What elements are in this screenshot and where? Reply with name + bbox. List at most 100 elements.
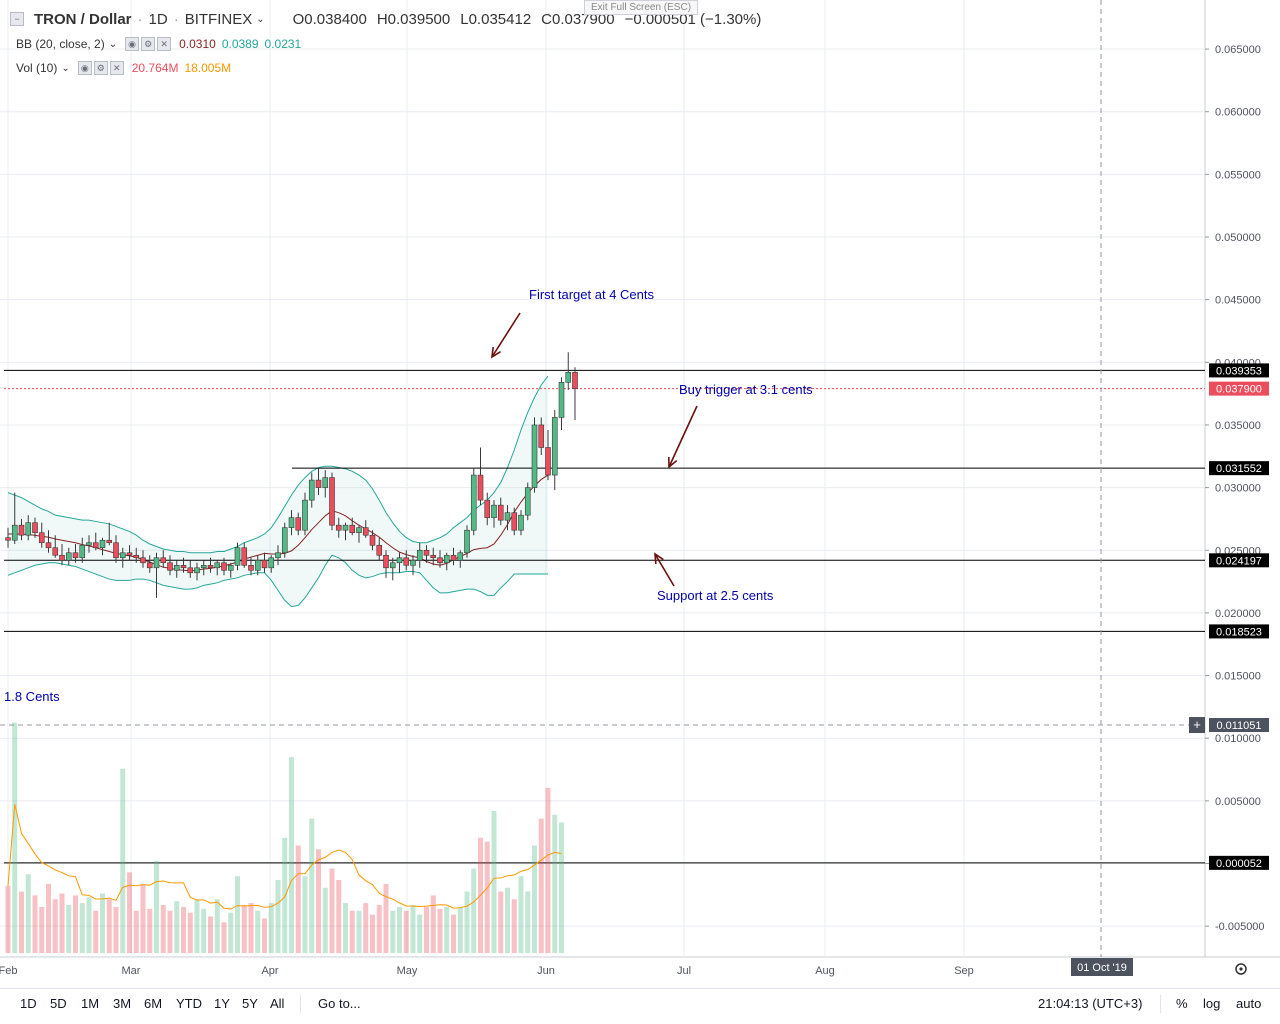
percent-scale-toggle[interactable]: % (1176, 996, 1188, 1011)
last-price-tag: 0.037900 (1209, 381, 1269, 396)
volume-bar (552, 814, 558, 953)
x-tick-label: Apr (261, 965, 278, 977)
range-5d[interactable]: 5D (50, 996, 67, 1011)
plus-icon: + (1193, 717, 1201, 732)
bottom-toolbar: 1D 5D 1M 3M 6M YTD 1Y 5Y All Go to... 21… (0, 988, 1280, 1019)
candle (59, 543, 65, 566)
bb-upper-line (7, 375, 549, 554)
candle (558, 377, 565, 430)
volume-bar (39, 906, 45, 953)
settings-icon[interactable]: ⚙ (141, 37, 156, 51)
candle (32, 517, 38, 538)
candle-body (119, 552, 126, 559)
range-1y[interactable]: 1Y (214, 996, 230, 1011)
range-3m[interactable]: 3M (113, 996, 132, 1011)
collapse-icon[interactable]: − (10, 12, 24, 26)
clock[interactable]: 21:04:13 (UTC+3) (1038, 996, 1143, 1011)
volume-bar (511, 899, 517, 953)
volume-bar (19, 891, 24, 953)
eye-icon[interactable]: ◉ (77, 61, 92, 75)
volume-bar (417, 914, 423, 953)
candle (396, 552, 403, 573)
candle-body (221, 562, 227, 571)
chevron-down-icon[interactable]: ⌄ (108, 38, 118, 50)
volume-bar (194, 899, 200, 953)
candle (302, 492, 308, 536)
candle-body (497, 504, 504, 521)
price-axis-bg (1205, 0, 1280, 988)
auto-scale-toggle[interactable]: auto (1236, 996, 1262, 1011)
chevron-down-icon[interactable]: ⌄ (61, 62, 70, 74)
candle-body (275, 552, 281, 559)
candle-body (38, 532, 45, 544)
bb-label[interactable]: BB (20, close, 2) (16, 37, 105, 51)
close-icon[interactable]: ✕ (109, 61, 124, 75)
range-ytd[interactable]: YTD (176, 996, 202, 1011)
volume-bar (451, 914, 456, 953)
log-scale-toggle[interactable]: log (1203, 996, 1221, 1011)
candle (524, 482, 531, 521)
candle (180, 557, 187, 573)
settings-icon[interactable]: ⚙ (93, 61, 108, 75)
candle-body (261, 559, 268, 569)
candle-body (545, 447, 551, 476)
crosshair-date-label: 01 Oct '19 (1077, 962, 1127, 974)
candle-body (180, 564, 187, 569)
range-5y[interactable]: 5Y (242, 996, 258, 1011)
volume-bar (525, 891, 531, 953)
vol-label[interactable]: Vol (10) (16, 61, 58, 75)
candle (410, 555, 416, 576)
candle (214, 560, 221, 576)
candle (25, 515, 32, 541)
candle (437, 550, 443, 568)
exit-fullscreen-tooltip[interactable]: Exit Full Screen (ESC) (584, 0, 699, 15)
volume-bar (464, 891, 470, 953)
candle-body (126, 552, 133, 556)
volume-ma-line (7, 804, 562, 910)
support-annotation: Support at 2.5 cents (657, 588, 774, 603)
candle-body (329, 477, 335, 526)
close-icon[interactable]: ✕ (157, 37, 172, 51)
range-1d[interactable]: 1D (20, 996, 37, 1011)
candle (295, 512, 302, 536)
candle (268, 555, 275, 573)
volume-bar (268, 903, 274, 953)
volume-bar (457, 906, 463, 953)
volume-bar (471, 868, 477, 953)
chevron-down-icon[interactable]: ⌄ (256, 13, 265, 25)
volume-bar (73, 895, 78, 953)
candle (153, 552, 160, 598)
symbol-name[interactable]: TRON / Dollar (34, 10, 132, 28)
interval-label[interactable]: 1D (148, 10, 168, 28)
candle (160, 550, 167, 568)
goto-date-button[interactable]: Go to... (318, 996, 361, 1011)
volume-bar (282, 837, 288, 953)
arrow-support (654, 552, 675, 587)
candle (423, 545, 430, 563)
volume-bar (106, 899, 112, 953)
x-tick-label: Mar (122, 965, 141, 977)
range-all[interactable]: All (270, 996, 285, 1011)
candle-body (558, 382, 565, 418)
volume-bar (100, 893, 105, 953)
volume-bar (505, 887, 510, 953)
candle (551, 409, 558, 491)
range-6m[interactable]: 6M (144, 996, 163, 1011)
candle-body (423, 549, 430, 556)
eye-icon[interactable]: ◉ (125, 37, 140, 51)
arrow-shaft (491, 312, 521, 358)
vol-value: 20.764M (131, 61, 179, 75)
range-1m[interactable]: 1M (81, 996, 100, 1011)
candle (200, 560, 207, 576)
price-tag-label: 0.000052 (1216, 858, 1262, 870)
ohlc-low: L0.035412 (460, 10, 532, 28)
candle (45, 530, 52, 553)
candle-body (464, 529, 470, 554)
x-tick-label: Jul (677, 965, 691, 977)
gear-center (1239, 967, 1243, 971)
volume-bar (289, 757, 294, 953)
candle (464, 525, 470, 558)
x-tick-label: May (397, 965, 418, 977)
volume-bar (262, 918, 267, 953)
